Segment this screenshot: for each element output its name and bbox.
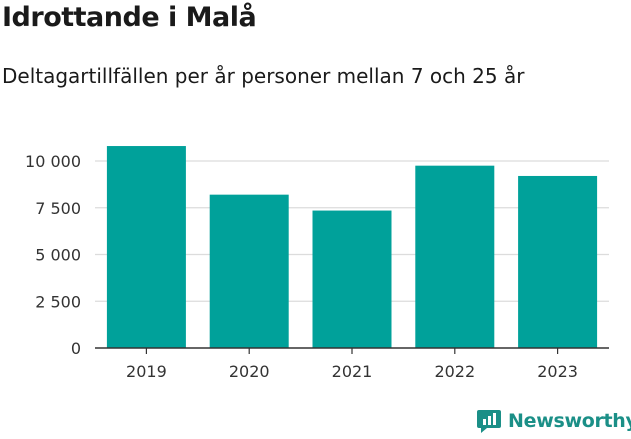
y-tick-label: 10 000 <box>25 152 81 171</box>
y-tick-label: 7 500 <box>35 199 81 218</box>
x-tick-label: 2021 <box>332 362 373 381</box>
x-tick-label: 2023 <box>537 362 578 381</box>
y-tick-label: 2 500 <box>35 292 81 311</box>
bar <box>518 175 598 348</box>
bar <box>106 146 186 348</box>
newsworthy-logo-text: Newsworthy <box>508 410 631 432</box>
newsworthy-logo: Newsworthy <box>476 408 631 434</box>
bar <box>209 194 289 348</box>
bar <box>415 165 495 348</box>
chart-subtitle: Deltagartillfällen per år personer mella… <box>2 64 525 88</box>
y-tick-label: 0 <box>71 339 81 358</box>
y-tick-label: 5 000 <box>35 246 81 265</box>
newsworthy-logo-icon <box>477 410 501 433</box>
x-tick-label: 2019 <box>126 362 167 381</box>
x-tick-label: 2022 <box>434 362 475 381</box>
chart-title: Idrottande i Malå <box>2 2 257 33</box>
bar <box>312 210 392 348</box>
bar-chart: 0 2 500 5 000 7 500 10 000 2019 2020 2021 2022 20… <box>25 146 609 381</box>
x-tick-label: 2020 <box>229 362 270 381</box>
